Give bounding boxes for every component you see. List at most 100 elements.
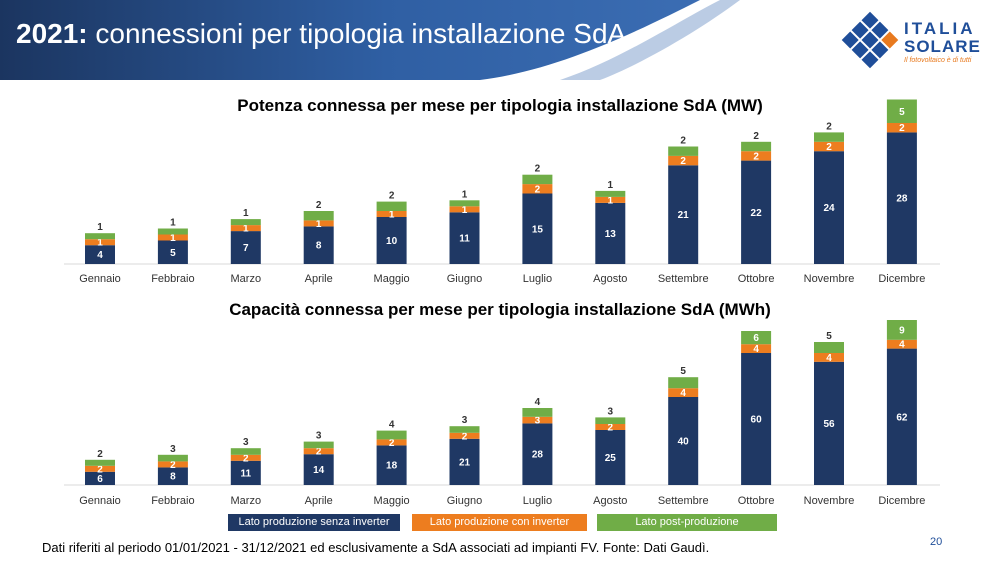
chart1-category-ottobre: Ottobre xyxy=(738,273,775,285)
chart2-bar-luglio-s0 xyxy=(522,423,553,485)
chart2-bar-ottobre-s0 xyxy=(741,353,772,485)
page-number: 20 xyxy=(930,536,943,548)
chart2-bar-giugno-s0 xyxy=(449,438,480,485)
chart1-bar-maggio-s1 xyxy=(376,211,407,217)
chart1-label-aprile-s2: 2 xyxy=(316,200,322,211)
chart2-bar-maggio-s1 xyxy=(376,439,407,446)
chart2-label-dicembre-s0: 62 xyxy=(896,412,908,423)
chart1-bar-dicembre-s0 xyxy=(886,132,917,264)
chart2-bar-giugno-s1 xyxy=(449,432,480,439)
chart2-bar-ottobre-s2 xyxy=(741,331,772,345)
chart1-category-dicembre: Dicembre xyxy=(878,273,925,285)
chart2-label-febbraio-s2: 3 xyxy=(170,444,176,455)
chart1-label-novembre-s1: 2 xyxy=(826,142,832,153)
chart1-bar-dicembre-s1 xyxy=(886,123,917,133)
chart2-bar-agosto-s2 xyxy=(595,417,626,424)
chart2-label-novembre-s0: 56 xyxy=(823,419,835,430)
chart2-bar-settembre-s2 xyxy=(668,377,699,389)
chart2-title: Capacità connessa per mese per tipologia… xyxy=(229,300,771,319)
chart1-bar-marzo-s2 xyxy=(230,219,261,226)
chart2-bar-dicembre-s0 xyxy=(886,348,917,485)
chart2-label-dicembre-s2: 9 xyxy=(899,325,905,336)
chart2-bar-settembre-s0 xyxy=(668,397,699,485)
logo-line2: SOLARE xyxy=(904,37,981,56)
legend-item-post-produzione: Lato post-produzione xyxy=(597,514,777,531)
chart1-label-settembre-s0: 21 xyxy=(678,210,690,221)
chart1-label-ottobre-s1: 2 xyxy=(753,151,759,162)
chart1-label-agosto-s2: 1 xyxy=(608,180,614,191)
chart2-label-luglio-s1: 3 xyxy=(535,416,541,427)
chart2-label-luglio-s0: 28 xyxy=(532,450,544,461)
chart1-label-aprile-s0: 8 xyxy=(316,241,322,252)
chart2-label-novembre-s2: 5 xyxy=(826,331,832,342)
chart2-category-gennaio: Gennaio xyxy=(79,495,121,507)
chart2-label-settembre-s2: 5 xyxy=(680,366,686,377)
chart2-bar-aprile-s0 xyxy=(303,454,334,485)
chart1-bar-aprile-s2 xyxy=(303,211,334,221)
chart1-bar-gennaio-s2 xyxy=(85,233,115,240)
chart1-category-agosto: Agosto xyxy=(593,273,627,285)
chart1-bar-marzo-s1 xyxy=(230,225,261,232)
chart1-category-gennaio: Gennaio xyxy=(79,273,121,285)
chart2-bar-aprile-s1 xyxy=(303,448,334,455)
chart2-label-settembre-s0: 40 xyxy=(678,437,690,448)
chart2-bar-novembre-s2 xyxy=(814,342,844,353)
chart1-bar-marzo-s0 xyxy=(230,231,261,264)
chart2-category-settembre: Settembre xyxy=(658,495,709,507)
solar-panel-icon xyxy=(841,11,899,69)
chart1-bar-febbraio-s0 xyxy=(157,240,188,264)
chart1-bar-aprile-s1 xyxy=(303,220,334,227)
chart1-label-giugno-s0: 11 xyxy=(459,234,470,245)
chart2-category-aprile: Aprile xyxy=(305,495,333,507)
chart1-category-luglio: Luglio xyxy=(523,273,552,285)
chart2-bar-febbraio-s2 xyxy=(157,454,188,462)
chart1-label-settembre-s1: 2 xyxy=(680,156,686,167)
chart2-category-ottobre: Ottobre xyxy=(738,495,775,507)
chart2-label-agosto-s2: 3 xyxy=(608,406,614,417)
chart1-label-agosto-s0: 13 xyxy=(605,229,617,240)
chart2-bar-dicembre-s1 xyxy=(886,339,917,349)
italia-solare-logo: ITALIA SOLARE Il fotovoltaico è di tutti xyxy=(840,10,1000,70)
chart1-category-febbraio: Febbraio xyxy=(151,273,194,285)
chart2-bar-agosto-s1 xyxy=(595,424,626,430)
chart1-bar-luglio-s2 xyxy=(522,174,553,185)
chart1-label-ottobre-s0: 22 xyxy=(751,208,763,219)
chart2-bar-marzo-s1 xyxy=(230,454,261,461)
chart1-category-marzo: Marzo xyxy=(231,273,262,285)
chart1-bar-ottobre-s2 xyxy=(741,141,772,152)
legend-item-senza-inverter: Lato produzione senza inverter xyxy=(228,514,400,531)
chart2-bar-febbraio-s1 xyxy=(157,461,188,468)
chart1-label-aprile-s1: 1 xyxy=(316,219,322,230)
header: 2021: connessioni per tipologia installa… xyxy=(0,0,1000,80)
chart1-label-luglio-s2: 2 xyxy=(535,164,541,175)
chart1-label-gennaio-s0: 4 xyxy=(97,250,103,261)
chart1-label-settembre-s2: 2 xyxy=(680,136,686,147)
chart1-label-luglio-s0: 15 xyxy=(532,224,544,235)
chart1-power-mw: 411Gennaio511Febbraio711Marzo812Aprile10… xyxy=(64,99,940,285)
chart2-label-aprile-s1: 2 xyxy=(316,447,322,458)
chart1-label-dicembre-s0: 28 xyxy=(896,194,908,205)
chart1-label-maggio-s0: 10 xyxy=(386,236,398,247)
logo-tagline: Il fotovoltaico è di tutti xyxy=(904,57,972,64)
chart1-category-settembre: Settembre xyxy=(658,273,709,285)
chart1-label-giugno-s1: 1 xyxy=(462,205,468,216)
chart2-bar-novembre-s0 xyxy=(814,361,844,485)
chart2-label-maggio-s1: 2 xyxy=(389,438,395,449)
chart2-label-ottobre-s2: 6 xyxy=(753,333,759,344)
page-title: 2021: connessioni per tipologia installa… xyxy=(16,18,626,50)
chart1-bar-febbraio-s2 xyxy=(157,228,188,235)
chart1-bar-luglio-s0 xyxy=(522,193,553,264)
chart1-label-dicembre-s2: 5 xyxy=(899,107,905,118)
chart2-label-agosto-s1: 2 xyxy=(608,423,614,434)
chart2-label-ottobre-s1: 4 xyxy=(753,344,759,355)
chart2-bar-gennaio-s2 xyxy=(85,459,115,466)
chart1-category-maggio: Maggio xyxy=(374,273,410,285)
chart2-bar-aprile-s2 xyxy=(303,441,334,449)
chart1-label-febbraio-s0: 5 xyxy=(170,248,176,259)
chart1-bar-settembre-s1 xyxy=(668,155,699,166)
chart2-capacity-mwh: 622Gennaio823Febbraio1123Marzo1423Aprile… xyxy=(64,320,940,507)
chart2-label-novembre-s1: 4 xyxy=(826,353,832,364)
chart1-bar-maggio-s0 xyxy=(376,217,407,264)
chart2-category-dicembre: Dicembre xyxy=(878,495,925,507)
chart1-category-novembre: Novembre xyxy=(804,273,855,285)
